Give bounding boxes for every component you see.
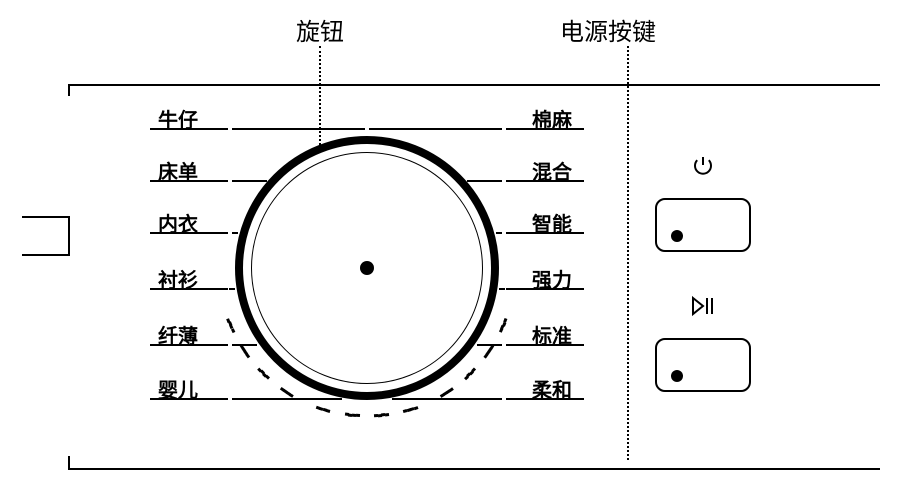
mode-underline [150,128,228,130]
mode-underline [150,180,228,182]
dial-dash-seg [385,413,389,416]
callout-power-leader [627,46,629,460]
dial-center-dot [360,261,374,275]
appliance-panel-diagram: 旋钮 电源按键 牛仔床单内衣衬衫纤薄婴儿 棉麻混合智能强力标准柔和 [0,0,900,500]
panel-left-edge-mid [68,216,70,256]
dial-dash-seg [403,409,407,413]
dial-dash-seg [374,414,378,417]
mode-tick [232,232,238,234]
mode-underline [506,232,584,234]
mode-underline [150,398,228,400]
mode-underline [506,128,584,130]
mode-underline [150,344,228,346]
mode-tick [369,128,502,130]
dial-dash-seg [323,408,327,412]
dial-dash-seg [231,328,235,333]
panel-left-edge-top [68,84,70,96]
panel-top-edge [68,84,880,86]
dial-dash-seg [227,318,231,323]
play-pause-icon [689,294,717,323]
panel-left-edge-bottom [68,456,70,468]
power-button-indicator [671,230,683,242]
mode-tick [229,288,235,290]
mode-tick [232,398,342,400]
mode-underline [506,288,584,290]
panel-notch-bottom [22,254,68,256]
dial-dash-seg [356,414,360,417]
dial-dash-seg [345,413,349,416]
start-pause-button[interactable] [655,338,751,392]
mode-tick [232,344,257,346]
panel-notch-top [22,216,68,218]
mode-underline [506,180,584,182]
mode-tick [496,232,502,234]
mode-underline [506,398,584,400]
mode-tick [499,288,505,290]
power-button[interactable] [655,198,751,252]
start-button-indicator [671,370,683,382]
mode-tick [232,128,365,130]
dial-dash-seg [378,414,382,417]
dial-dash-seg [280,387,285,392]
callout-knob-label: 旋钮 [296,12,344,47]
mode-tick [232,180,267,182]
mode-underline [150,288,228,290]
mode-underline [506,344,584,346]
dial-dash-seg [484,353,489,358]
power-icon [691,154,715,183]
panel-bottom-edge [68,468,880,470]
mode-tick [477,344,502,346]
mode-tick [392,398,502,400]
mode-underline [150,232,228,234]
dial-dash-seg [316,406,320,410]
dial-dash-seg [464,375,469,380]
callout-power-label: 电源按键 [560,12,656,47]
dial-dash-seg [499,328,503,333]
mode-tick [467,180,502,182]
dial-dash-seg [352,414,356,417]
